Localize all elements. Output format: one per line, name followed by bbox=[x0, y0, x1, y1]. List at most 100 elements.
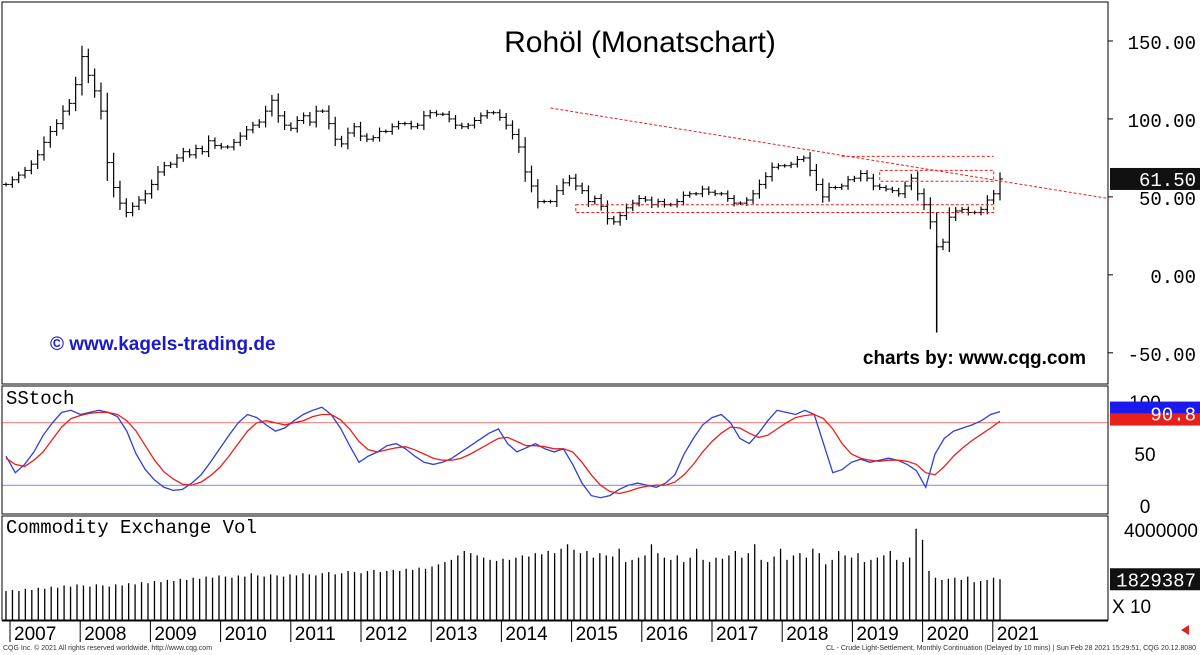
price-bar bbox=[173, 154, 180, 169]
x-tick-label: 2013 bbox=[435, 624, 477, 645]
trendline-down bbox=[550, 107, 1109, 199]
x-tick-label: 2020 bbox=[927, 624, 969, 645]
price-bar bbox=[686, 191, 693, 198]
volume-current-tag bbox=[1110, 568, 1200, 591]
price-bar bbox=[281, 110, 288, 131]
scroll-left-arrow-icon[interactable] bbox=[1181, 625, 1189, 635]
x-tick-label: 2011 bbox=[295, 624, 336, 645]
price-bar bbox=[908, 173, 915, 191]
price-bar bbox=[978, 206, 985, 216]
price-bar bbox=[750, 189, 757, 204]
price-bar bbox=[585, 185, 592, 207]
resistance-zone bbox=[879, 169, 995, 182]
price-bar bbox=[547, 199, 554, 204]
price-bar bbox=[490, 110, 497, 115]
price-bar bbox=[927, 197, 934, 230]
price-bar bbox=[769, 162, 776, 182]
price-bar bbox=[148, 179, 155, 199]
price-bar bbox=[129, 202, 136, 217]
price-bar bbox=[161, 161, 168, 176]
price-bar bbox=[591, 195, 598, 205]
price-bar bbox=[3, 182, 9, 187]
price-bar bbox=[870, 173, 877, 191]
price-bar bbox=[458, 122, 465, 130]
price-bar bbox=[357, 121, 364, 141]
price-bar bbox=[965, 206, 972, 216]
price-bar bbox=[40, 136, 47, 161]
x-tick-label: 2009 bbox=[154, 624, 196, 645]
stoch-current-tag bbox=[1110, 401, 1200, 414]
price-tick-label: 100.00 bbox=[1128, 111, 1196, 133]
stoch-slow-line bbox=[5, 411, 1001, 495]
price-bar bbox=[268, 94, 275, 117]
price-bar bbox=[642, 196, 649, 203]
x-tick-label: 2017 bbox=[716, 624, 758, 645]
price-bar bbox=[496, 109, 503, 121]
price-tick-label: 50.00 bbox=[1139, 189, 1196, 211]
x-axis: 2007 2008 2009 2010 2011 2012 2013 2014 2015 2016… bbox=[2, 620, 1189, 645]
price-bar bbox=[832, 185, 839, 190]
price-bar bbox=[705, 186, 712, 196]
price-bar bbox=[351, 122, 358, 137]
price-bar bbox=[230, 138, 237, 151]
panel-frame bbox=[1, 385, 1109, 515]
price-bar bbox=[775, 163, 782, 170]
price-bar bbox=[528, 165, 535, 193]
chart-title: Rohöl (Monatschart) bbox=[504, 26, 776, 59]
price-bar bbox=[515, 128, 522, 153]
price-bar bbox=[205, 135, 212, 158]
price-bar bbox=[921, 188, 928, 211]
price-bar bbox=[420, 110, 427, 131]
volume-tick-label: 4000000 bbox=[1124, 521, 1198, 542]
price-bar bbox=[167, 161, 174, 169]
price-bar bbox=[211, 137, 218, 149]
stoch-fast-line bbox=[5, 406, 1001, 499]
price-bar bbox=[629, 199, 636, 212]
price-bar bbox=[376, 127, 383, 142]
price-bar bbox=[503, 113, 510, 130]
price-bar bbox=[553, 185, 560, 207]
price-current-value: 61.50 bbox=[1139, 170, 1196, 192]
volume-panel: Commodity Exchange Vol 4000000 1829387 X 10 bbox=[5, 517, 1200, 620]
x-tick-label: 2018 bbox=[786, 624, 828, 645]
x-tick-label: 2008 bbox=[84, 624, 126, 645]
price-bar bbox=[883, 185, 890, 192]
price-bar bbox=[319, 109, 326, 114]
price-bar bbox=[72, 76, 79, 112]
price-bar bbox=[338, 135, 345, 148]
price-bar bbox=[895, 187, 902, 197]
price-bar bbox=[85, 48, 92, 84]
price-bar bbox=[91, 68, 98, 98]
price-bar bbox=[21, 167, 28, 179]
price-bar bbox=[110, 152, 117, 198]
price-bar bbox=[636, 195, 643, 207]
x-tick-label: 2012 bbox=[365, 624, 407, 645]
price-bar bbox=[509, 120, 516, 140]
x-tick-label: 2010 bbox=[225, 624, 267, 645]
price-bar bbox=[699, 185, 706, 198]
stoch-tick-label: 50 bbox=[1134, 445, 1155, 466]
price-current-tag bbox=[1110, 167, 1200, 190]
x-tick-label: 2021 bbox=[997, 624, 1039, 645]
price-bar bbox=[541, 199, 548, 204]
x-tick-label: 2007 bbox=[14, 624, 56, 645]
price-bar bbox=[572, 173, 579, 191]
price-bar bbox=[104, 92, 111, 181]
price-bar bbox=[199, 145, 206, 155]
price-bar bbox=[876, 183, 883, 190]
price-bar bbox=[116, 180, 123, 210]
volume-scale-label: X 10 bbox=[1112, 597, 1151, 618]
price-bar bbox=[693, 191, 700, 196]
price-bar bbox=[135, 196, 142, 211]
stoch-slow-tag bbox=[1110, 413, 1200, 426]
footer-instrument-info: CL - Crude Light-Settlement, Monthly Con… bbox=[825, 645, 1196, 652]
price-bar bbox=[243, 125, 250, 140]
price-bar bbox=[66, 98, 73, 116]
stoch-panel: SStoch10050090.8 bbox=[2, 388, 1200, 518]
price-bar bbox=[446, 110, 453, 123]
price-bar bbox=[781, 163, 788, 168]
price-bar bbox=[123, 198, 130, 218]
price-bar bbox=[471, 117, 478, 129]
price-bar bbox=[15, 171, 22, 184]
